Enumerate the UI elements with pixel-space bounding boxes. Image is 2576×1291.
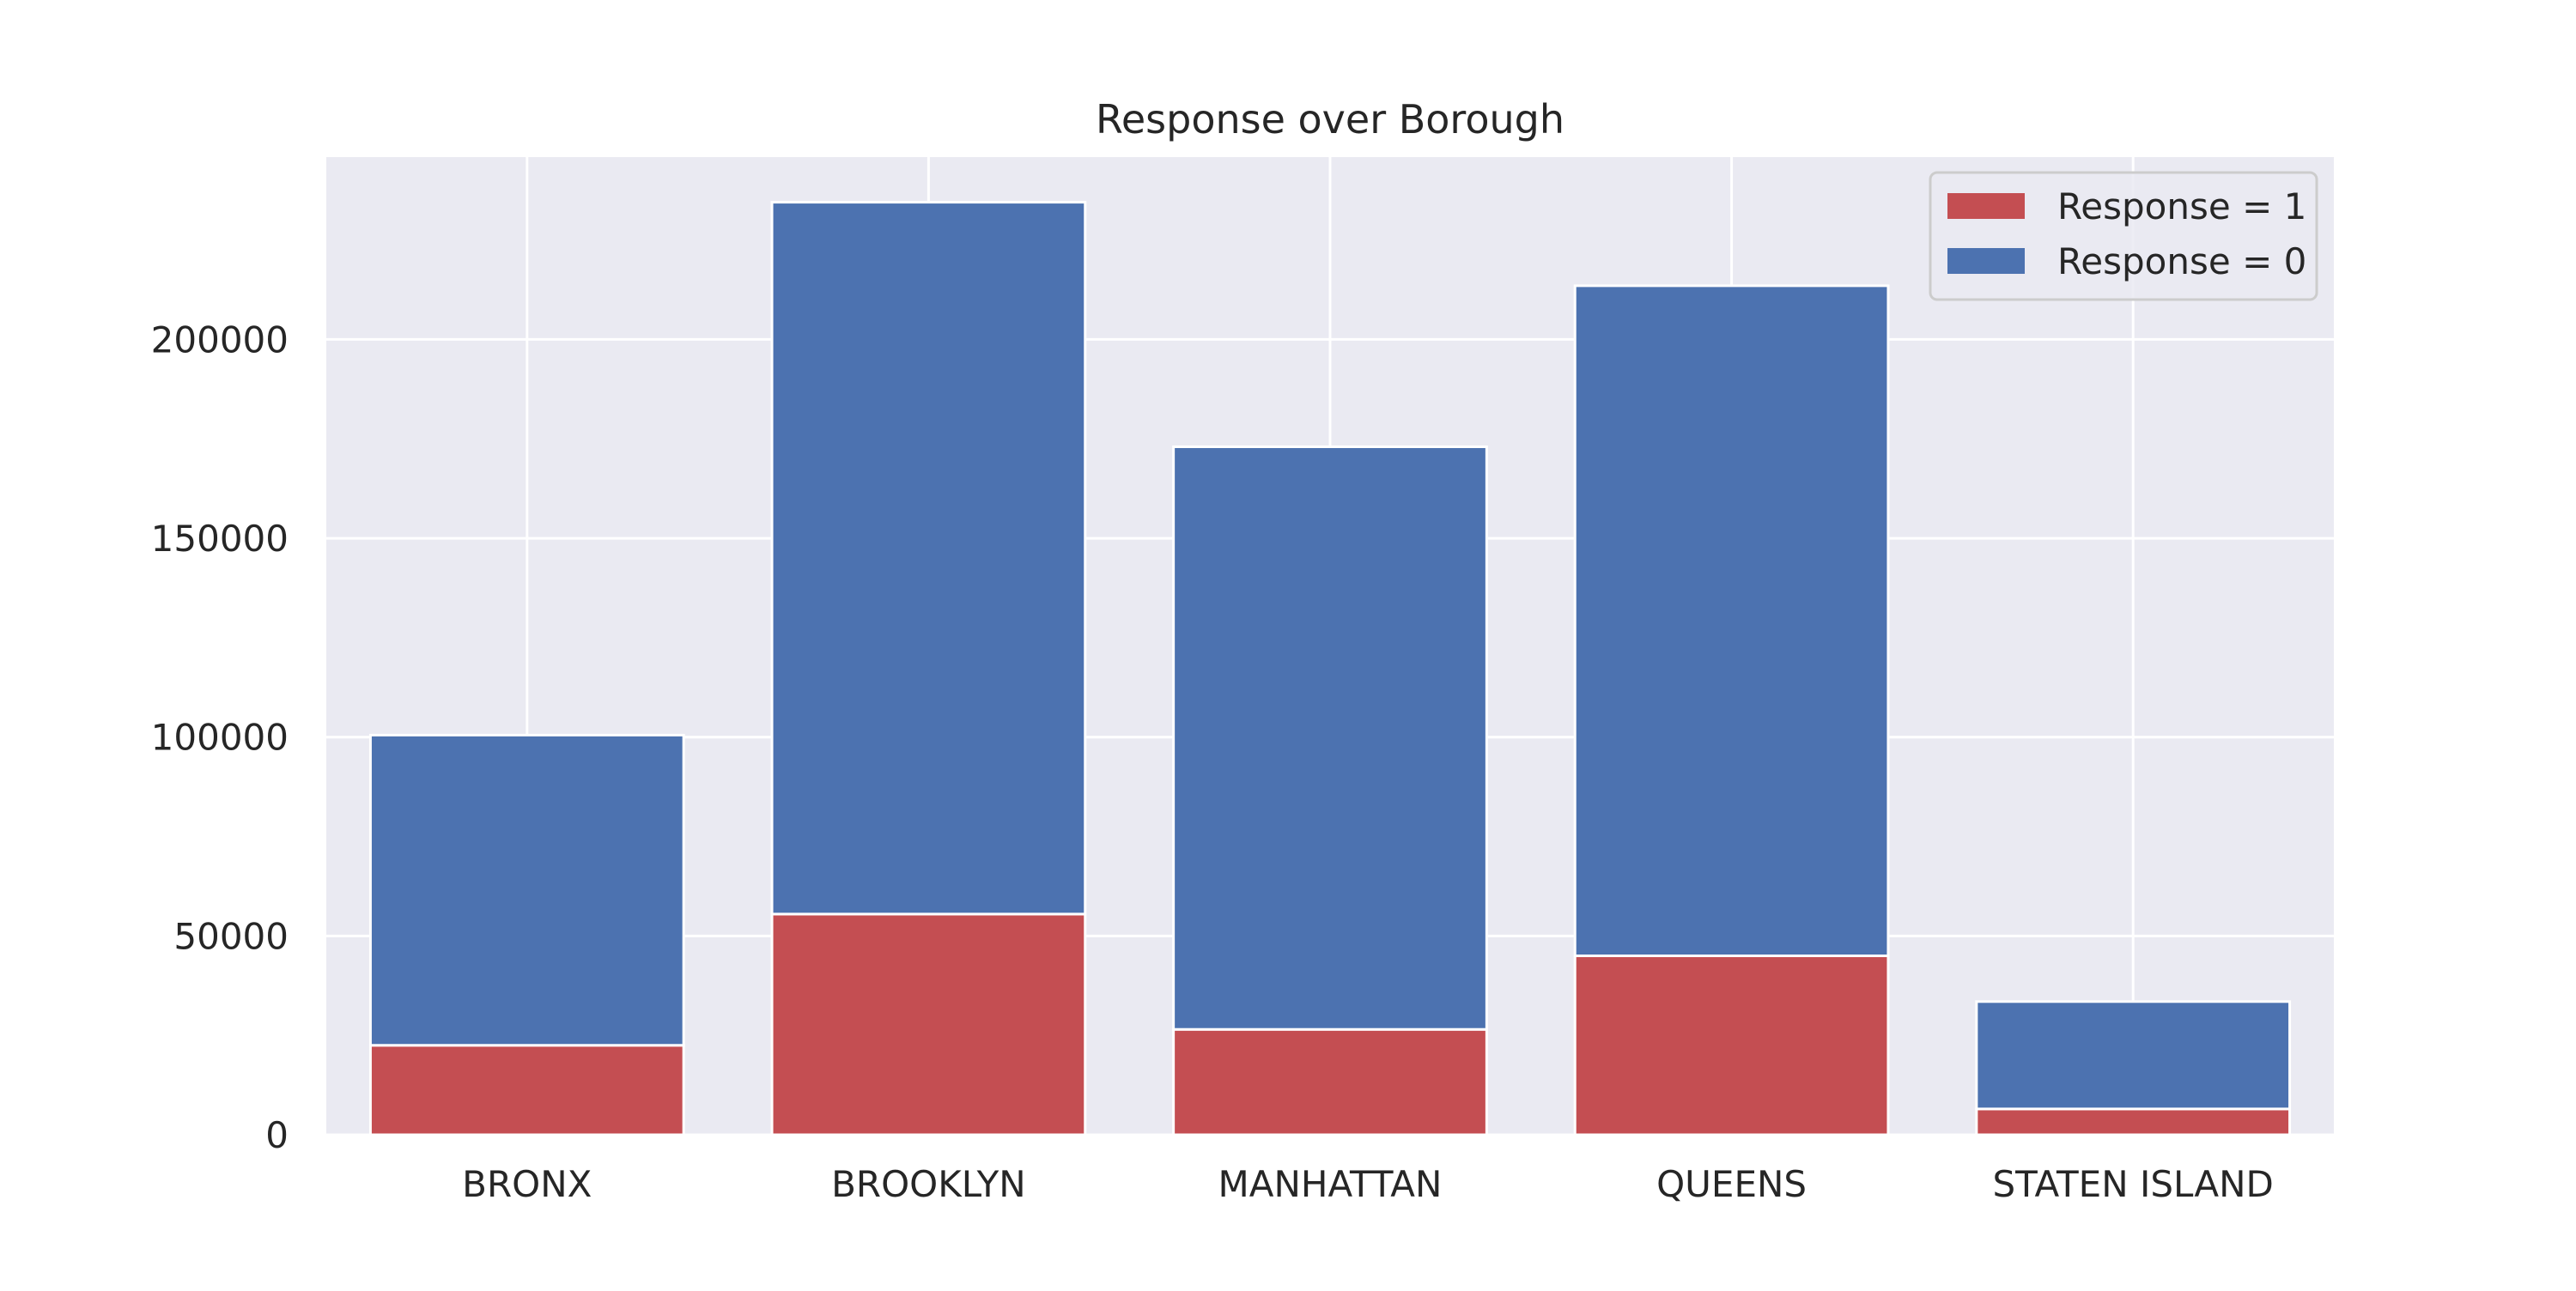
y-tick-label: 50000	[173, 915, 289, 957]
x-tick-label: MANHATTAN	[1218, 1163, 1443, 1205]
bar-queens-series-0	[1573, 955, 1890, 1136]
x-tick-label: STATEN ISLAND	[1993, 1163, 2274, 1205]
y-axis: 0 50000 100000 150000 200000	[151, 318, 289, 1156]
bar-staten-island-series-1	[1975, 1000, 2292, 1111]
legend-label: Response = 0	[2057, 240, 2306, 282]
legend-frame	[1929, 171, 2318, 301]
legend-swatch	[1947, 193, 2025, 219]
chart-title: Response over Borough	[1096, 96, 1564, 142]
bar-manhattan-series-0	[1172, 1027, 1488, 1136]
bar-brooklyn-series-0	[770, 912, 1087, 1136]
legend: Response = 1 Response = 0	[1929, 171, 2318, 301]
bar-staten-island-series-0	[1975, 1107, 2292, 1136]
bar-manhattan-series-1	[1172, 445, 1488, 1031]
bar-bronx-series-1	[368, 733, 685, 1047]
legend-swatch	[1947, 248, 2025, 274]
bars	[368, 201, 2292, 1136]
x-tick-label: QUEENS	[1656, 1163, 1807, 1205]
x-tick-label: BRONX	[462, 1163, 592, 1205]
y-tick-label: 100000	[151, 717, 289, 759]
bar-bronx-series-0	[368, 1044, 685, 1136]
legend-label: Response = 1	[2057, 185, 2306, 227]
bar-queens-series-1	[1573, 284, 1890, 958]
y-tick-label: 200000	[151, 318, 289, 361]
bar-brooklyn-series-1	[770, 201, 1087, 916]
y-tick-label: 150000	[151, 518, 289, 560]
x-axis: BRONX BROOKLYN MANHATTAN QUEENS STATEN ISLAN…	[462, 1163, 2274, 1205]
y-tick-label: 0	[265, 1114, 289, 1156]
x-tick-label: BROOKLYN	[831, 1163, 1026, 1205]
